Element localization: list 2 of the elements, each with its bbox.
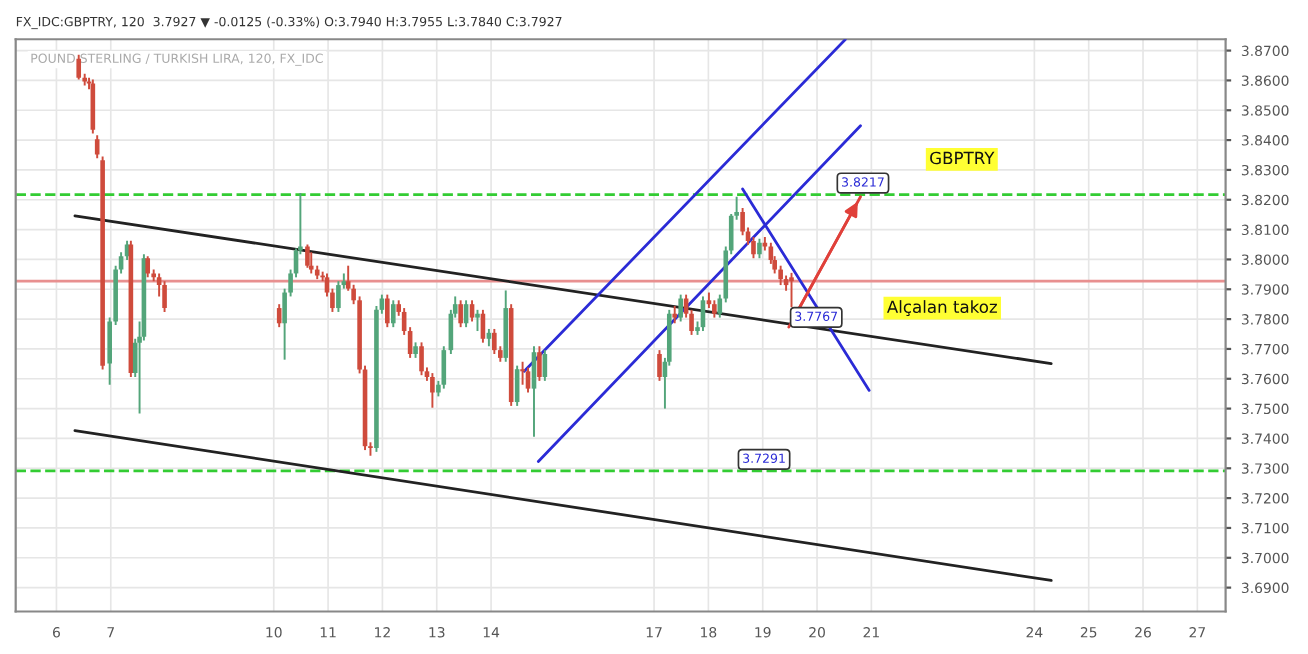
annotation: Alçalan takoz [886,300,997,317]
annotation: GBPTRY [930,151,995,165]
